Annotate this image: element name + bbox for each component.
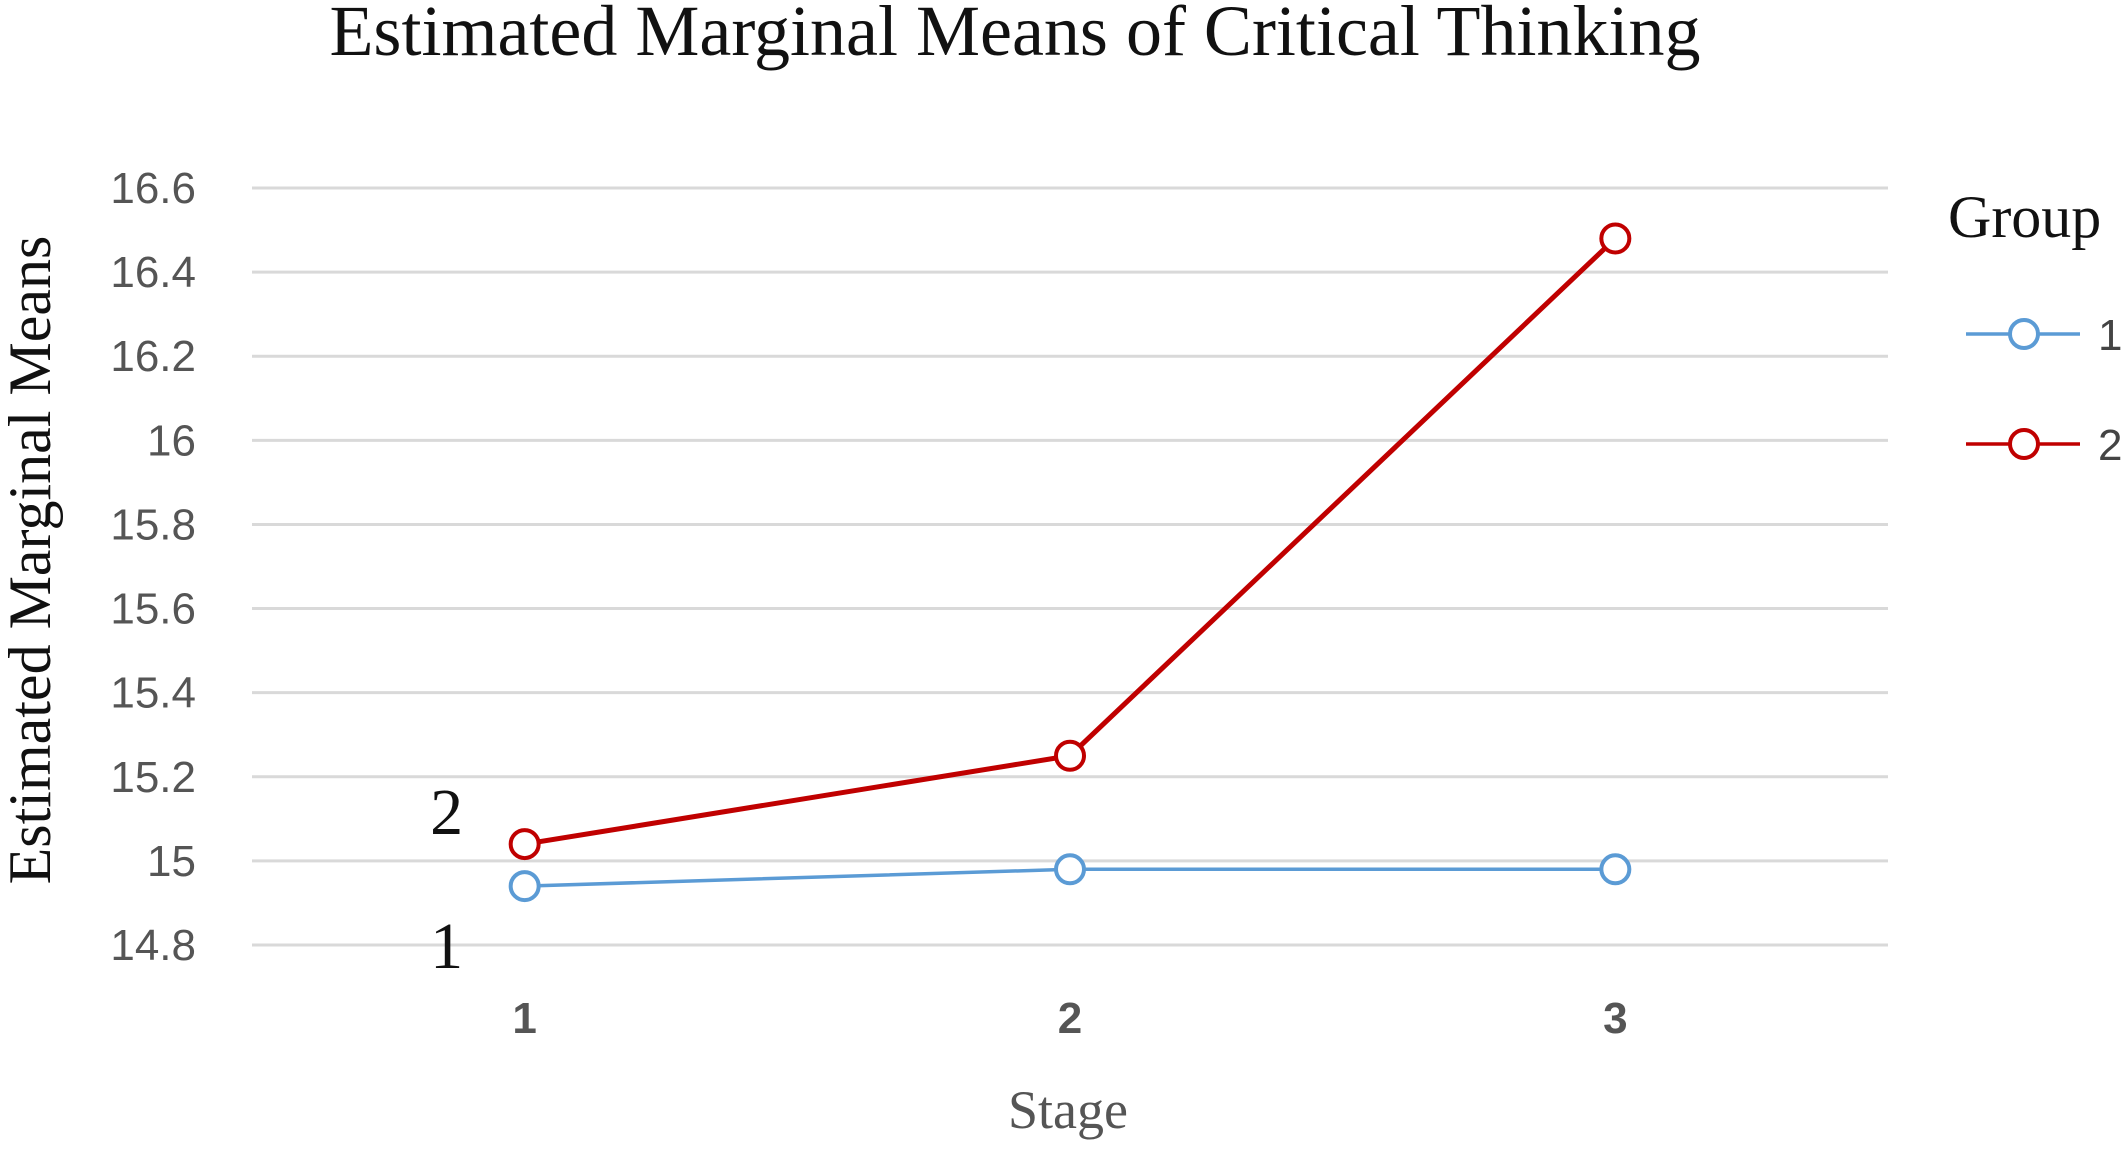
legend-marker xyxy=(2008,428,2040,460)
annotation-label: 1 xyxy=(430,910,463,983)
legend-title: Group xyxy=(1948,184,2101,250)
series xyxy=(508,222,1632,903)
chart-title: Estimated Marginal Means of Critical Thi… xyxy=(329,0,1700,71)
y-tick-label: 16.4 xyxy=(110,248,196,297)
y-tick-label: 16.2 xyxy=(110,332,196,381)
annotations: 21 xyxy=(430,776,463,983)
data-point xyxy=(1054,853,1086,886)
data-point xyxy=(1599,222,1632,255)
x-tick-label: 2 xyxy=(1058,994,1082,1043)
annotation-label: 2 xyxy=(430,776,463,849)
y-axis-ticks: 16.6 16.4 16.2 16 15.8 15.6 15.4 15.2 15 14.8 xyxy=(110,164,196,970)
y-tick-label: 16.6 xyxy=(110,164,196,213)
y-tick-label: 16 xyxy=(147,416,196,465)
legend-marker xyxy=(2008,318,2040,350)
legend-label: 1 xyxy=(2098,311,2122,360)
data-point xyxy=(508,870,541,903)
legend-item: 1 xyxy=(1966,311,2122,360)
series-1 xyxy=(508,853,1632,903)
data-point xyxy=(1599,853,1632,886)
legend-label: 2 xyxy=(2098,421,2122,470)
x-axis-title: Stage xyxy=(1008,1080,1128,1140)
y-axis-title: Estimated Marginal Means xyxy=(0,236,63,885)
y-tick-label: 15.8 xyxy=(110,500,196,549)
legend-item: 2 xyxy=(1966,421,2122,470)
x-tick-label: 3 xyxy=(1603,994,1627,1043)
gridlines xyxy=(252,186,1888,947)
y-tick-label: 14.8 xyxy=(110,921,196,970)
y-tick-label: 15.2 xyxy=(110,753,196,802)
y-tick-label: 15 xyxy=(147,837,196,886)
data-point xyxy=(1054,739,1086,772)
x-tick-label: 1 xyxy=(512,994,536,1043)
y-tick-label: 15.6 xyxy=(110,585,196,634)
data-point xyxy=(508,828,541,861)
legend: Group 1 2 xyxy=(1948,184,2122,470)
series-2 xyxy=(508,222,1632,861)
y-tick-label: 15.4 xyxy=(110,669,196,718)
x-axis-ticks: 1 2 3 xyxy=(512,994,1627,1043)
